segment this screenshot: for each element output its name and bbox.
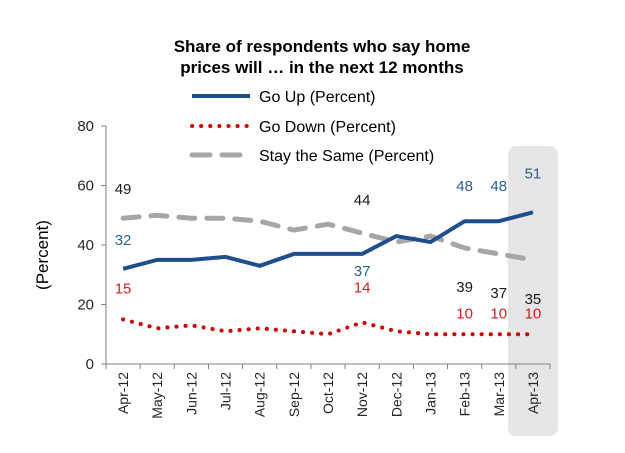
x-tick-label: Aug-12 — [252, 372, 268, 417]
data-label: 49 — [115, 181, 132, 198]
data-label: 35 — [525, 291, 542, 308]
x-tick-label: Sep-12 — [286, 372, 302, 417]
data-label: 48 — [490, 178, 507, 195]
data-labels: 32 37 48 48 51 15 14 10 10 10 49 44 39 37 35 — [115, 165, 542, 322]
legend: Go Up (Percent) Go Down (Percent) Stay the… — [189, 89, 434, 165]
data-label: 14 — [354, 279, 371, 296]
data-label: 15 — [115, 280, 132, 297]
legend-label: Go Up (Percent) — [259, 89, 375, 106]
chart-title-line-2: prices will … in the next 12 months — [180, 58, 463, 77]
x-tick-label: Jul-12 — [218, 372, 234, 410]
x-tick-label: Oct-12 — [320, 372, 336, 414]
chart-title-line-1: Share of respondents who say home — [174, 37, 471, 56]
y-tick-label: 0 — [86, 356, 94, 373]
data-label: 32 — [115, 232, 132, 249]
series-line-go-up-percent — [122, 210, 534, 271]
data-label: 39 — [456, 279, 473, 296]
x-tick-label: Jun-12 — [183, 372, 199, 415]
x-tick-label: Feb-13 — [457, 372, 473, 417]
y-axis-title: (Percent) — [33, 220, 52, 290]
x-tick-label: Apr-12 — [115, 372, 131, 414]
x-tick-label: Mar-13 — [491, 372, 507, 417]
series-line-stay-the-same-percent — [120, 212, 536, 263]
x-tick-label: Jan-13 — [422, 372, 438, 415]
legend-label: Stay the Same (Percent) — [259, 148, 434, 165]
x-tick-label: Dec-12 — [388, 372, 404, 417]
y-tick-label: 60 — [77, 178, 94, 195]
data-label: 44 — [354, 192, 371, 209]
data-label: 10 — [456, 305, 473, 322]
y-tick-label: 20 — [77, 297, 94, 314]
y-tick-label: 80 — [77, 118, 94, 135]
data-label: 37 — [490, 285, 507, 302]
series-group — [120, 210, 536, 337]
data-label: 10 — [490, 305, 507, 322]
data-label: 51 — [525, 165, 542, 182]
data-label: 10 — [525, 305, 542, 322]
legend-label: Go Down (Percent) — [259, 119, 396, 136]
series-line-go-down-percent — [121, 317, 535, 337]
y-tick-label: 40 — [77, 237, 94, 254]
x-tick-label: Nov-12 — [354, 372, 370, 417]
data-label: 48 — [456, 178, 473, 195]
axes: 0 20 40 60 80 Apr-12 May-12 Jun-12 Jul-12 Aug-12 S… — [77, 118, 551, 419]
x-tick-label: Apr-13 — [525, 372, 541, 414]
x-tick-label: May-12 — [149, 372, 165, 419]
data-label: 37 — [354, 263, 371, 280]
